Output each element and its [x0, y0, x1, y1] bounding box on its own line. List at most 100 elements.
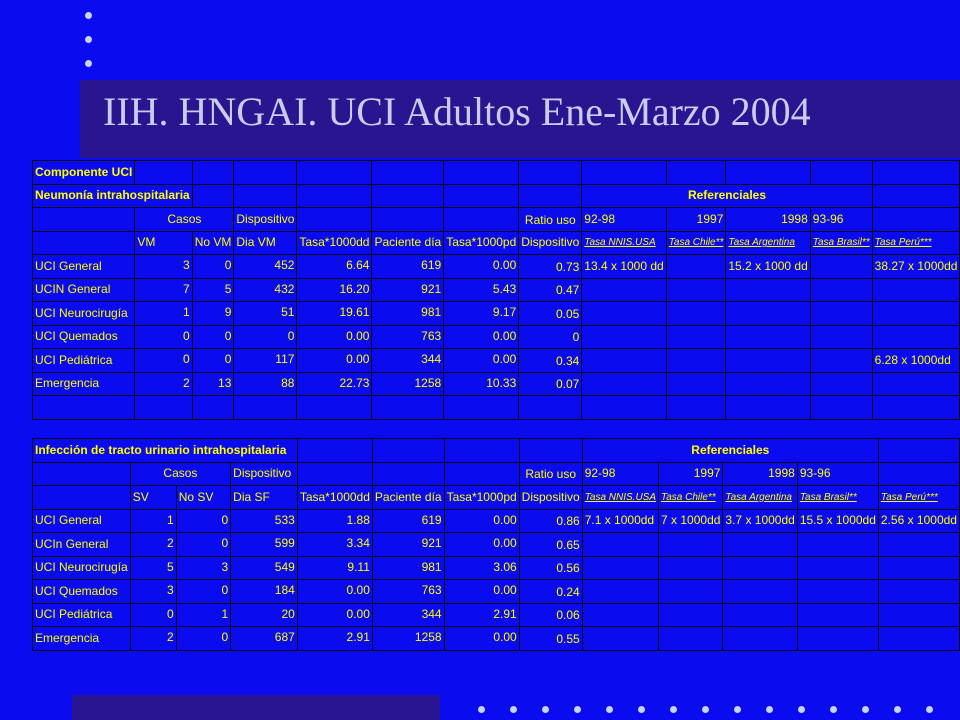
col-header: VM: [134, 230, 193, 255]
decor-dot: [734, 706, 741, 713]
decor-dot: [542, 706, 549, 713]
reference-cell: [809, 301, 873, 326]
reference-cell: [581, 555, 660, 580]
unit-cell: UCI Neurocirugía: [31, 301, 136, 326]
col-header: Dia SF: [230, 485, 298, 510]
value-cell: 981: [371, 301, 445, 326]
value-cell: 0.00: [443, 579, 520, 604]
value-cell: 2.91: [296, 626, 373, 651]
reference-cell: 15.2 x 1000 dd: [725, 254, 811, 279]
decor-dot: [510, 706, 517, 713]
col-header: Dispositivo: [518, 485, 583, 510]
value-cell: 5.43: [443, 277, 520, 302]
value-cell: 0.86: [518, 508, 583, 533]
table-row: [31, 395, 960, 420]
casos-heading: Casos: [134, 207, 235, 232]
reference-cell: [722, 626, 798, 651]
ref-header: Tasa Brasil**: [809, 230, 873, 255]
value-cell: 0: [129, 602, 177, 627]
table-row: Emergencia 2 0 687 2.91 1258 0.00 0.55: [32, 626, 960, 651]
value-cell: 763: [371, 324, 445, 349]
table-row: UCI Quemados 0 0 0 0.00 763 0.00 0: [31, 324, 960, 349]
unit-cell: UCI Quemados: [31, 324, 136, 349]
reference-cell: [581, 579, 660, 604]
reference-cell: [658, 602, 724, 627]
reference-cell: [725, 371, 811, 396]
period-heading: 1997: [658, 461, 724, 486]
referenciales-heading: Referenciales: [581, 438, 879, 463]
col-header: Tasa*1000dd: [296, 230, 373, 255]
value-cell: 533: [230, 508, 298, 533]
table-row: UCIn General 2 0 599 3.34 921 0.00 0.65: [32, 532, 960, 557]
reference-cell: [665, 348, 727, 373]
value-cell: 344: [371, 348, 445, 373]
reference-cell: [725, 324, 811, 349]
table-row: UCI Pediátrica 0 1 20 0.00 344 2.91 0.06: [32, 602, 960, 627]
value-cell: 0.00: [296, 348, 373, 373]
value-cell: 981: [371, 555, 445, 580]
value-cell: 0.24: [518, 579, 583, 604]
unit-cell: UCI Pediátrica: [31, 348, 136, 373]
col-header: Paciente día: [371, 230, 445, 255]
reference-cell: [796, 626, 879, 651]
decor-dot: [574, 706, 581, 713]
value-cell: 0.56: [518, 555, 583, 580]
table-row: UCI Neurocirugía 1 9 51 19.61 981 9.17 0.05: [31, 301, 960, 326]
table-row: SV No SV Dia SF Tasa*1000dd Paciente día…: [32, 485, 960, 510]
decor-dot: [478, 706, 485, 713]
value-cell: 599: [230, 532, 298, 557]
reference-cell: [722, 579, 798, 604]
section-heading: Neumonía intrahospitalaria: [32, 183, 193, 208]
period-heading: 93-96: [809, 207, 873, 232]
reference-cell: [725, 301, 811, 326]
col-header: Tasa*1000dd: [296, 485, 373, 510]
unit-cell: UCI Neurocirugía: [32, 555, 131, 580]
ref-header: Tasa Brasil**: [796, 485, 879, 510]
reference-cell: [809, 324, 873, 349]
unit-cell: UCIN General: [31, 277, 136, 302]
value-cell: 0.73: [518, 254, 583, 279]
unit-cell: Emergencia: [32, 626, 131, 651]
col-header: Tasa*1000pd: [443, 230, 520, 255]
value-cell: 3: [134, 254, 193, 279]
reference-cell: [722, 602, 798, 627]
decor-dot: [702, 706, 709, 713]
bottom-band: [72, 695, 440, 720]
reference-cell: [871, 301, 960, 326]
value-cell: 0: [191, 348, 235, 373]
table-row: UCIN General 7 5 432 16.20 921 5.43 0.47: [31, 277, 960, 302]
reference-cell: [809, 348, 873, 373]
reference-cell: 2.56 x 1000dd: [877, 508, 960, 533]
col-header: Dia VM: [233, 230, 298, 255]
table-row: Infección de tracto urinario intrahospit…: [32, 438, 960, 463]
unit-cell: UCI General: [32, 508, 131, 533]
value-cell: 0.55: [518, 626, 583, 651]
decor-dot: [766, 706, 773, 713]
table-itu: Infección de tracto urinario intrahospit…: [32, 438, 960, 651]
reference-cell: [796, 532, 879, 557]
reference-cell: [581, 324, 667, 349]
value-cell: 9.17: [443, 301, 520, 326]
decor-dot: [85, 12, 92, 19]
value-cell: 0: [233, 324, 298, 349]
value-cell: 1: [134, 301, 193, 326]
col-header: Paciente día: [371, 485, 445, 510]
value-cell: 2: [129, 532, 177, 557]
reference-cell: [877, 555, 960, 580]
slide-title: IIH. HNGAI. UCI Adultos Ene-Marzo 2004: [103, 89, 811, 134]
value-cell: 7: [134, 277, 193, 302]
value-cell: 0: [175, 579, 232, 604]
table-neumonia: Componente UCI Neumonía intrahospitalari…: [31, 160, 960, 420]
period-heading: 92-98: [581, 461, 660, 486]
unit-cell: UCI Quemados: [32, 579, 131, 604]
reference-cell: [809, 254, 873, 279]
value-cell: 9: [191, 301, 235, 326]
value-cell: 0: [134, 324, 193, 349]
casos-heading: Casos: [129, 461, 232, 486]
reference-cell: 15.5 x 1000dd: [796, 508, 879, 533]
value-cell: 13: [191, 371, 235, 396]
value-cell: 88: [233, 371, 298, 396]
value-cell: 0.00: [296, 324, 373, 349]
decor-dot: [894, 706, 901, 713]
value-cell: 20: [230, 602, 298, 627]
